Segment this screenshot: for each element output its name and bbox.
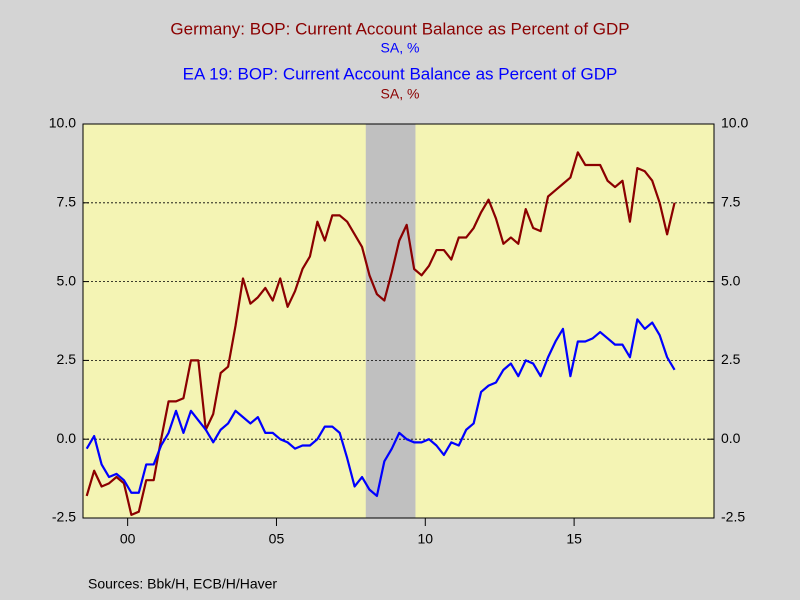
x-tick-label: 05 (269, 531, 285, 547)
x-tick-label: 10 (417, 531, 433, 547)
y-tick-label: -2.5 (52, 509, 76, 525)
y-tick-label: 2.5 (57, 351, 77, 367)
series-units: SA, % (381, 86, 420, 102)
series-title: EA 19: BOP: Current Account Balance as P… (183, 64, 618, 83)
y2-tick-label: 2.5 (721, 351, 741, 367)
y-tick-label: 10.0 (49, 115, 76, 131)
y-tick-label: 5.0 (57, 272, 77, 288)
y2-tick-label: 5.0 (721, 272, 741, 288)
y-tick-label: 7.5 (57, 194, 77, 210)
series-title: Germany: BOP: Current Account Balance as… (170, 19, 629, 38)
sources: Sources: Bbk/H, ECB/H/Haver (88, 576, 277, 592)
y2-tick-label: 7.5 (721, 194, 741, 210)
recession-band (365, 124, 416, 518)
y2-tick-label: 10.0 (721, 115, 748, 131)
series-line (85, 151, 676, 516)
y-tick-label: 0.0 (57, 430, 77, 446)
x-tick-label: 00 (120, 531, 136, 547)
x-tick-label: 15 (566, 531, 582, 547)
series-line (85, 318, 676, 498)
series-units: SA, % (381, 40, 420, 56)
y2-tick-label: -2.5 (721, 509, 745, 525)
y2-tick-label: 0.0 (721, 430, 741, 446)
plot-border (82, 123, 715, 519)
